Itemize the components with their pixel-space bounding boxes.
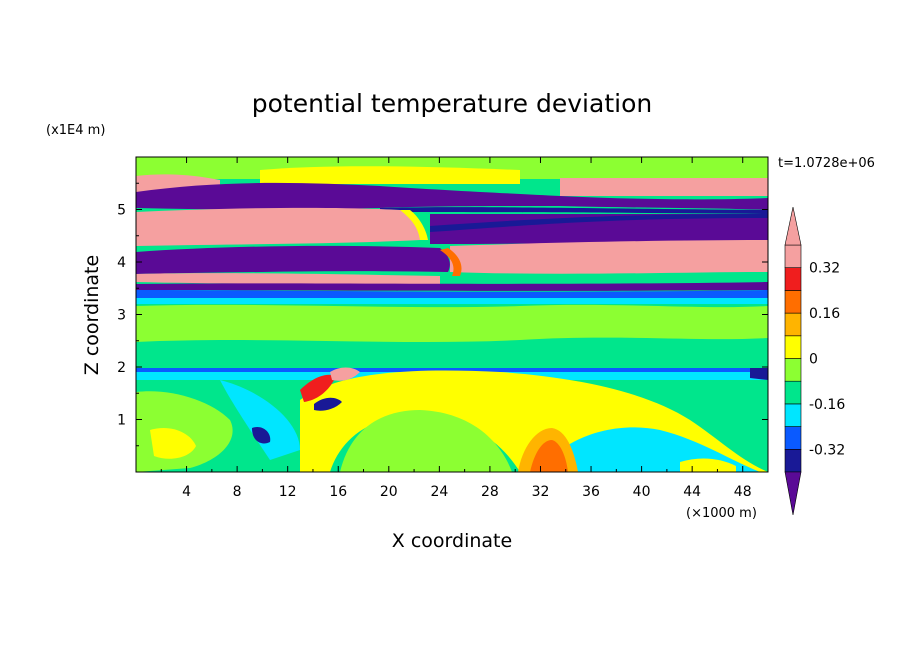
colorbar-label: -0.32 bbox=[809, 442, 845, 458]
x-axis: 4 8 12 16 20 24 28 32 36 40 44 48 bbox=[160, 157, 752, 500]
band-top-pink-east bbox=[560, 173, 768, 196]
y-unit-label: (x1E4 m) bbox=[46, 123, 105, 138]
band-low-orange-front bbox=[440, 248, 462, 276]
band-top-yellow bbox=[260, 166, 520, 184]
colorbar: 0.32 0.16 0 -0.16 -0.32 bbox=[784, 206, 845, 516]
band-top-green-east bbox=[560, 166, 768, 178]
low-surface-yellow-east bbox=[680, 458, 736, 472]
x-tick-label: 24 bbox=[430, 484, 448, 500]
band-upper-purple bbox=[136, 182, 768, 210]
colorbar-swatch bbox=[784, 448, 802, 473]
colorbar-swatch bbox=[784, 426, 802, 450]
low-purple-blob bbox=[252, 426, 271, 444]
colorbar-bottom-arrow bbox=[784, 471, 802, 516]
y-tick-label: 1 bbox=[117, 413, 126, 429]
y-tick-label: 4 bbox=[117, 255, 126, 271]
band-mid-blue-east bbox=[430, 214, 768, 232]
contour-field bbox=[136, 157, 768, 472]
colorbar-swatch bbox=[784, 358, 802, 382]
low-shear-blue bbox=[314, 397, 342, 411]
x-tick-label: 48 bbox=[734, 484, 752, 500]
x-tick-label: 36 bbox=[582, 484, 600, 500]
band-mid-pink-west bbox=[136, 207, 422, 246]
low-hump-lightgreen bbox=[340, 410, 512, 472]
band-mid-yellow-front bbox=[400, 210, 428, 240]
colorbar-label: -0.16 bbox=[809, 397, 845, 413]
x-tick-label: 44 bbox=[683, 484, 701, 500]
low-left-cyan bbox=[220, 380, 300, 460]
low-shear-red bbox=[300, 374, 336, 402]
colorbar-swatch bbox=[784, 267, 802, 291]
band-tropo-cyan bbox=[136, 298, 768, 304]
band-low-purple-west bbox=[136, 245, 450, 274]
y-tick-label: 2 bbox=[117, 360, 126, 376]
x-tick-label: 8 bbox=[233, 484, 242, 500]
colorbar-swatch bbox=[784, 290, 802, 314]
time-label: t=1.0728e+06 bbox=[778, 156, 875, 171]
band-low-pink-west bbox=[136, 273, 440, 284]
x-axis-label: X coordinate bbox=[392, 530, 512, 552]
low-left-yellow bbox=[150, 427, 196, 459]
band-tropo-blue bbox=[136, 290, 768, 299]
x-tick-label: 20 bbox=[380, 484, 398, 500]
y-axis-label: Z coordinate bbox=[81, 255, 103, 375]
colorbar-swatch bbox=[784, 244, 802, 269]
band-tropo-purple bbox=[136, 282, 768, 291]
colorbar-swatch bbox=[784, 380, 802, 405]
low-right-blue bbox=[750, 368, 768, 380]
colorbar-swatch bbox=[784, 335, 802, 359]
y-tick-label: 5 bbox=[117, 203, 126, 219]
low-blue-line bbox=[136, 368, 768, 372]
band-upper-blue-line bbox=[380, 207, 768, 214]
colorbar-swatch bbox=[784, 312, 802, 337]
colorbar-top-arrow bbox=[784, 206, 802, 246]
chart-title: potential temperature deviation bbox=[252, 89, 652, 118]
low-shear-pink bbox=[330, 367, 360, 381]
x-tick-label: 16 bbox=[329, 484, 347, 500]
x-tick-label: 32 bbox=[532, 484, 550, 500]
x-tick-label: 4 bbox=[182, 484, 191, 500]
x-tick-label: 40 bbox=[633, 484, 651, 500]
x-unit-label: (×1000 m) bbox=[686, 506, 757, 521]
low-warm-core-red bbox=[530, 440, 568, 472]
y-axis: 1 2 3 4 5 bbox=[117, 182, 768, 447]
colorbar-label: 0.32 bbox=[809, 261, 840, 277]
band-low-pink-east bbox=[450, 240, 768, 274]
band-neutral-lightgreen bbox=[136, 304, 768, 342]
x-tick-label: 12 bbox=[279, 484, 297, 500]
colorbar-label: 0 bbox=[809, 352, 818, 368]
colorbar-swatch bbox=[784, 403, 802, 427]
colorbar-label: 0.16 bbox=[809, 306, 840, 322]
y-tick-label: 3 bbox=[117, 308, 126, 324]
x-tick-label: 28 bbox=[481, 484, 499, 500]
